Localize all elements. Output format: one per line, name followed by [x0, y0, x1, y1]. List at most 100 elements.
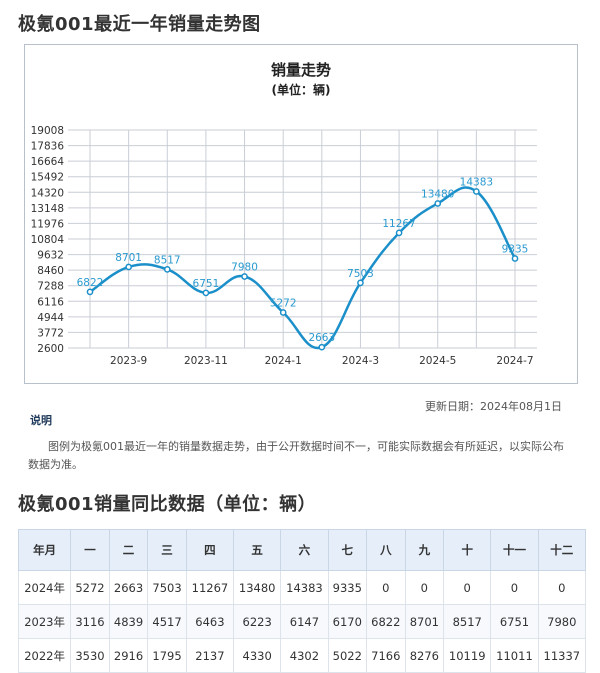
data-point[interactable]	[473, 188, 480, 195]
y-tick-label: 9632	[37, 250, 64, 262]
sales-cell: 2916	[108, 638, 149, 673]
sales-cell: 2137	[185, 638, 235, 673]
data-label: 6751	[193, 278, 220, 290]
y-tick-label: 15492	[31, 172, 64, 184]
sales-cell: 6463	[185, 604, 235, 639]
data-label: 14383	[460, 176, 493, 188]
y-tick-label: 2600	[37, 343, 64, 355]
data-point[interactable]	[357, 279, 364, 287]
table-row: 2024年 5272 2663 7503 11267 13480 14383 9335 0 0 0 0…	[17, 570, 587, 605]
sales-cell: 8517	[443, 604, 492, 639]
x-tick-label: 2024-3	[342, 355, 379, 367]
x-axis-labels: 2023-9 2023-11 2024-1 2024-3 2024-5 2024-7	[110, 355, 534, 367]
yoy-sales-table: 年月一二三四五六七八九十十一 十二 2024年 5272 2663 7503 11267 1…	[17, 529, 587, 673]
sales-cell: 11337	[537, 638, 587, 673]
data-label: 11267	[382, 218, 415, 230]
y-tick-label: 7288	[37, 281, 64, 293]
data-point[interactable]	[125, 263, 132, 271]
note-text: 图例为极氪001最近一年的销量数据走势，由于公开数据时间不一，可能实际数据会有所…	[28, 440, 564, 471]
sales-cell: 6223	[233, 604, 282, 639]
data-label: 8701	[115, 252, 142, 264]
header-year-month: 年月	[17, 529, 72, 571]
data-label: 9335	[502, 244, 529, 256]
section-title-yoy: 极氪001销量同比数据（单位：辆）	[18, 494, 317, 515]
data-point[interactable]	[318, 343, 326, 351]
sales-cell: 8701	[404, 604, 445, 639]
header-month: 十一	[490, 529, 539, 571]
y-tick-label: 4944	[37, 312, 64, 324]
data-point[interactable]	[395, 229, 403, 237]
chart-svg: 销量走势 (单位：辆) 2600 3772 4944 6116 7288 8460 9632…	[31, 61, 537, 367]
section-title-trend: 极氪001最近一年销量走势图	[18, 14, 261, 35]
x-tick-label: 2024-5	[419, 355, 456, 367]
y-tick-label: 17836	[31, 141, 65, 153]
chart-title: 销量走势	[271, 61, 331, 79]
sales-cell: 0	[537, 570, 587, 605]
row-year: 2023年	[17, 604, 72, 639]
sales-cell: 7503	[147, 570, 187, 605]
sales-cell: 13480	[233, 570, 282, 605]
sales-cell: 1795	[147, 638, 187, 673]
sales-cell: 5022	[327, 638, 368, 673]
header-month: 二	[108, 529, 149, 571]
sales-cell: 0	[443, 570, 492, 605]
x-tick-label: 2024-7	[496, 355, 533, 367]
y-tick-label: 13148	[31, 203, 64, 215]
sales-cell: 11011	[490, 638, 539, 673]
header-month: 十二	[537, 529, 587, 571]
data-points	[86, 188, 519, 351]
header-month: 三	[147, 529, 187, 571]
data-point[interactable]	[202, 289, 210, 297]
data-label: 2663	[308, 332, 335, 344]
x-tick-label: 2023-11	[184, 355, 228, 367]
sales-cell: 3116	[70, 604, 110, 639]
header-month: 一	[70, 529, 110, 571]
data-label: 5272	[270, 297, 297, 309]
y-tick-label: 8460	[37, 265, 64, 277]
y-tick-label: 10804	[31, 234, 65, 246]
sales-cell: 4517	[147, 604, 187, 639]
data-point[interactable]	[511, 255, 519, 262]
sales-cell: 4839	[108, 604, 149, 639]
y-tick-label: 19008	[31, 125, 64, 137]
sales-cell: 3530	[70, 638, 110, 673]
table-header-row: 年月一二三四五六七八九十十一 十二	[17, 529, 587, 571]
sales-cell: 10119	[443, 638, 492, 673]
series-line	[89, 186, 517, 350]
header-month: 八	[366, 529, 406, 571]
table-row: 2022年 3530 2916 1795 2137 4330 4302 5022 7166 827…	[17, 638, 587, 673]
data-label: 6822	[77, 277, 104, 289]
sales-cell: 8276	[404, 638, 445, 673]
sales-cell: 6751	[490, 604, 539, 639]
data-label: 13480	[421, 188, 454, 200]
sales-cell: 6147	[280, 604, 329, 639]
data-point[interactable]	[241, 273, 248, 280]
sales-cell: 14383	[280, 570, 329, 605]
update-date: 更新日期：2024年08月1日	[425, 400, 562, 413]
data-point[interactable]	[434, 200, 442, 207]
y-axis-labels: 2600 3772 4944 6116 7288 8460 9632 10804 11976 13…	[31, 125, 65, 355]
y-tick-label: 11976	[31, 218, 65, 230]
data-label: 8517	[154, 254, 181, 266]
sales-cell: 9335	[327, 570, 368, 605]
data-point[interactable]	[86, 288, 94, 296]
sales-cell: 7980	[537, 604, 587, 639]
sales-cell: 6170	[327, 604, 368, 639]
header-month: 九	[404, 529, 445, 571]
note-heading: 说明	[30, 414, 52, 427]
header-month: 五	[233, 529, 282, 571]
table-row: 2023年 3116 4839 4517 6463 6223 6147 6170 6822 870…	[17, 604, 587, 639]
sales-cell: 6822	[366, 604, 406, 639]
sales-cell: 0	[366, 570, 406, 605]
sales-cell: 4302	[280, 638, 329, 673]
data-point[interactable]	[279, 309, 287, 316]
x-tick-label: 2024-1	[265, 355, 302, 367]
chart-subtitle: (单位：辆)	[272, 82, 331, 97]
sales-trend-chart: 销量走势 (单位：辆) 2600 3772 4944 6116 7288 8460 9632…	[24, 44, 578, 384]
y-tick-label: 3772	[37, 327, 64, 339]
data-point[interactable]	[163, 266, 171, 273]
y-tick-label: 16664	[31, 156, 65, 168]
sales-cell: 11267	[185, 570, 235, 605]
data-label: 7980	[231, 262, 258, 274]
header-month: 四	[185, 529, 235, 571]
